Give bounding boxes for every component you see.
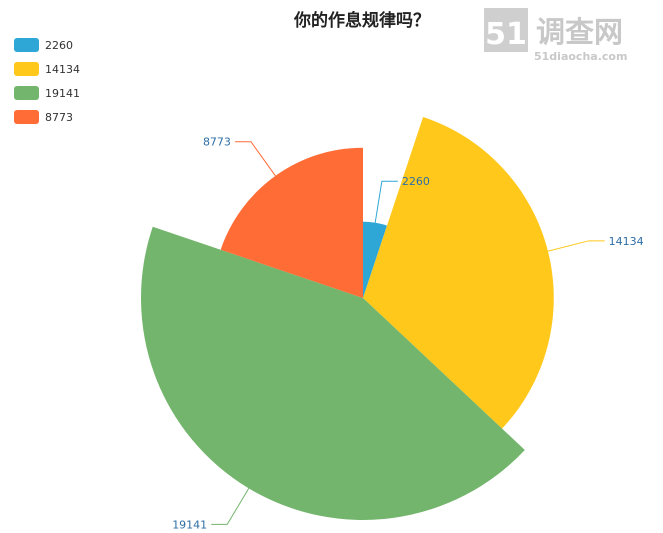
legend-label[interactable]: 19141: [45, 87, 80, 100]
legend-label[interactable]: 14134: [45, 63, 80, 76]
pie-slice[interactable]: [363, 116, 554, 429]
legend-label[interactable]: 8773: [45, 111, 73, 124]
watermark: 51 调查网 51diaocha.com: [484, 8, 627, 63]
label-leader-line: [374, 180, 398, 224]
watermark-url: 51diaocha.com: [534, 50, 627, 63]
watermark-logo-box: [484, 8, 528, 52]
pie-slices: [141, 116, 554, 521]
pie-slice[interactable]: [141, 226, 525, 521]
watermark-logo-number: 51: [485, 17, 527, 52]
label-leader-line: [234, 141, 278, 178]
legend-swatch[interactable]: [14, 38, 39, 52]
label-leader-line: [211, 485, 251, 525]
pie-slice[interactable]: [363, 221, 388, 298]
data-labels: 2260 14134 19141 8773: [172, 136, 643, 532]
legend-swatch[interactable]: [14, 62, 39, 76]
data-label: 8773: [203, 136, 231, 149]
data-label: 14134: [609, 235, 644, 248]
legend-swatch[interactable]: [14, 110, 39, 124]
data-label: 19141: [172, 518, 207, 531]
legend-swatch[interactable]: [14, 86, 39, 100]
label-leader-line: [545, 240, 605, 253]
watermark-logo-text: 调查网: [536, 15, 623, 49]
legend: 2260 14134 19141 8773: [14, 38, 80, 124]
label-leaders: [211, 141, 605, 525]
data-label: 2260: [402, 175, 430, 188]
chart-title: 你的作息规律吗？: [293, 10, 430, 31]
legend-label[interactable]: 2260: [45, 39, 73, 52]
pie-slice[interactable]: [220, 147, 363, 298]
